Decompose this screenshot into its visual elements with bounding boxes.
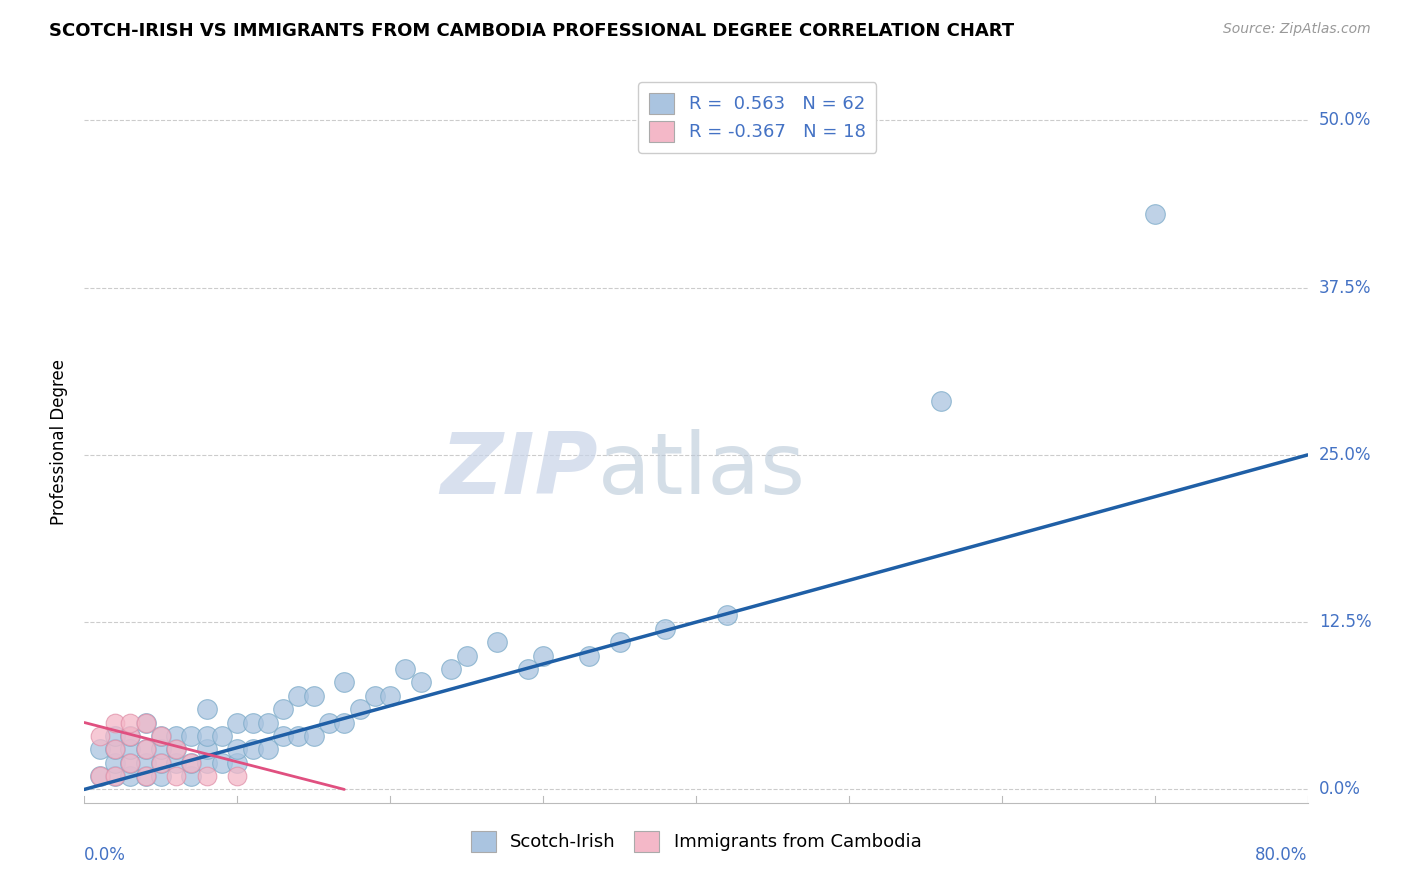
Text: ZIP: ZIP <box>440 429 598 512</box>
Point <box>211 729 233 743</box>
Point <box>1143 207 1166 221</box>
Text: 25.0%: 25.0% <box>1319 446 1371 464</box>
Point <box>104 769 127 783</box>
Point <box>89 742 111 756</box>
Point <box>165 742 187 756</box>
Point <box>409 675 432 690</box>
Y-axis label: Professional Degree: Professional Degree <box>51 359 69 524</box>
Point <box>287 729 309 743</box>
Point <box>531 648 554 663</box>
Point <box>149 742 172 756</box>
Point <box>380 689 402 703</box>
Point <box>654 622 676 636</box>
Point <box>149 756 172 770</box>
Point <box>104 756 127 770</box>
Point <box>195 756 218 770</box>
Point <box>165 756 187 770</box>
Point <box>242 742 264 756</box>
Point <box>578 648 600 663</box>
Point <box>287 689 309 703</box>
Text: 80.0%: 80.0% <box>1256 847 1308 864</box>
Point <box>120 729 142 743</box>
Text: 12.5%: 12.5% <box>1319 613 1371 632</box>
Point <box>120 769 142 783</box>
Point <box>149 769 172 783</box>
Point <box>149 729 172 743</box>
Text: 0.0%: 0.0% <box>84 847 127 864</box>
Point <box>165 742 187 756</box>
Point <box>135 769 157 783</box>
Point <box>104 715 127 730</box>
Point <box>271 702 294 716</box>
Point <box>104 742 127 756</box>
Text: atlas: atlas <box>598 429 806 512</box>
Text: 50.0%: 50.0% <box>1319 112 1371 129</box>
Point <box>120 756 142 770</box>
Point <box>195 729 218 743</box>
Point <box>609 635 631 649</box>
Text: 37.5%: 37.5% <box>1319 278 1371 297</box>
Point <box>333 715 356 730</box>
Point <box>364 689 387 703</box>
Point <box>149 756 172 770</box>
Point <box>104 769 127 783</box>
Point <box>120 756 142 770</box>
Point <box>135 742 157 756</box>
Point <box>929 394 952 409</box>
Point <box>226 742 249 756</box>
Point <box>716 608 738 623</box>
Point <box>120 729 142 743</box>
Point <box>135 715 157 730</box>
Point <box>257 715 280 730</box>
Point <box>165 729 187 743</box>
Text: Source: ZipAtlas.com: Source: ZipAtlas.com <box>1223 22 1371 37</box>
Point <box>135 742 157 756</box>
Point <box>226 715 249 730</box>
Point <box>195 702 218 716</box>
Point <box>456 648 478 663</box>
Point <box>271 729 294 743</box>
Point <box>165 769 187 783</box>
Point <box>135 756 157 770</box>
Point <box>120 715 142 730</box>
Text: SCOTCH-IRISH VS IMMIGRANTS FROM CAMBODIA PROFESSIONAL DEGREE CORRELATION CHART: SCOTCH-IRISH VS IMMIGRANTS FROM CAMBODIA… <box>49 22 1014 40</box>
Point <box>104 729 127 743</box>
Point <box>180 769 202 783</box>
Point <box>226 756 249 770</box>
Point <box>242 715 264 730</box>
Legend: Scotch-Irish, Immigrants from Cambodia: Scotch-Irish, Immigrants from Cambodia <box>464 823 928 859</box>
Point <box>211 756 233 770</box>
Point <box>394 662 416 676</box>
Point <box>104 742 127 756</box>
Point <box>257 742 280 756</box>
Point <box>226 769 249 783</box>
Point <box>516 662 538 676</box>
Point <box>333 675 356 690</box>
Point <box>302 689 325 703</box>
Point <box>440 662 463 676</box>
Point <box>89 769 111 783</box>
Point <box>180 756 202 770</box>
Point <box>149 729 172 743</box>
Point <box>120 742 142 756</box>
Point <box>135 769 157 783</box>
Point <box>135 715 157 730</box>
Text: 0.0%: 0.0% <box>1319 780 1361 798</box>
Point <box>302 729 325 743</box>
Point <box>89 729 111 743</box>
Point <box>349 702 371 716</box>
Point <box>89 769 111 783</box>
Point <box>180 756 202 770</box>
Point <box>318 715 340 730</box>
Point <box>195 769 218 783</box>
Point <box>486 635 509 649</box>
Point <box>180 729 202 743</box>
Point <box>195 742 218 756</box>
